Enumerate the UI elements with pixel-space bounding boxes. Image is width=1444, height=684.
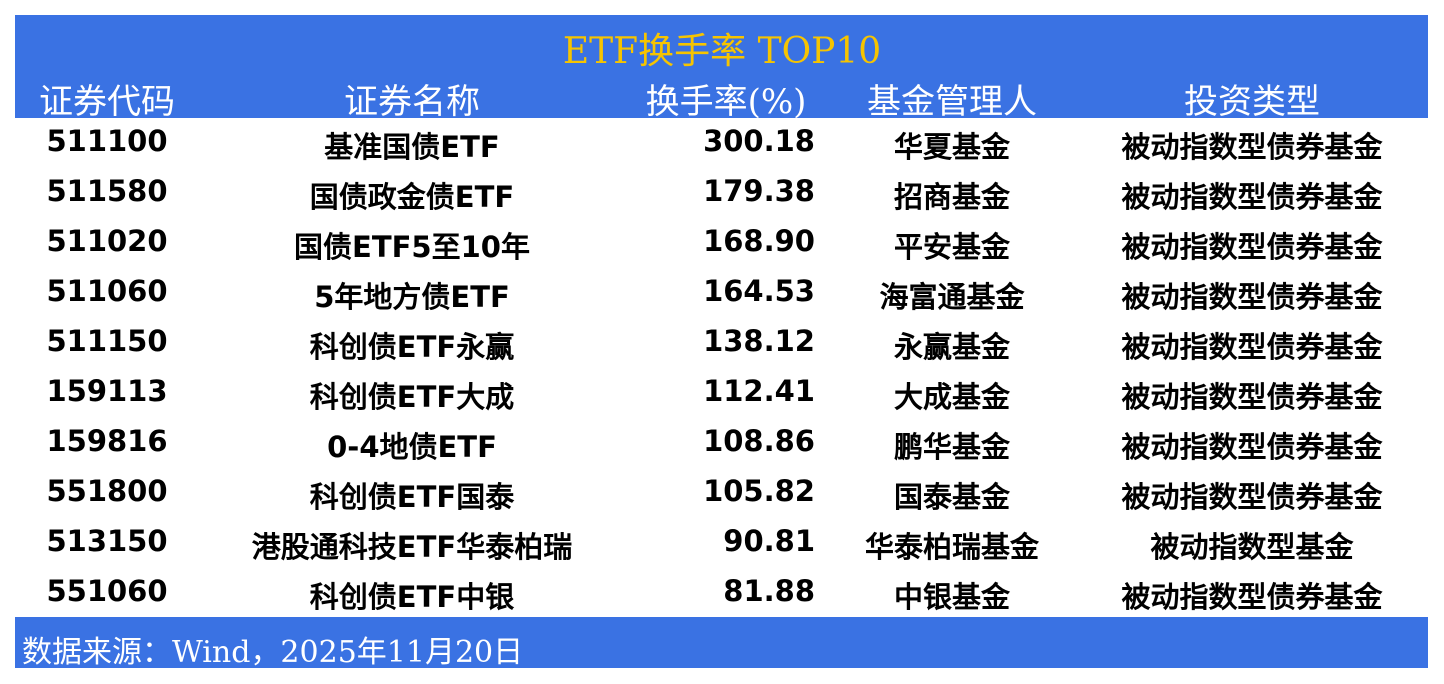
manager-cell: 招商基金 — [893, 180, 1011, 214]
table-row: 511580 国债政金债ETF 179.38 招商基金 被动指数型债券基金 — [15, 168, 1428, 218]
code-cell: 511060 — [46, 274, 168, 308]
type-cell: 被动指数型债券基金 — [1121, 130, 1383, 164]
manager-cell: 鹏华基金 — [893, 430, 1011, 464]
code-cell: 551800 — [46, 474, 168, 508]
code-cell: 513150 — [46, 524, 168, 558]
name-cell: 港股通科技ETF华泰柏瑞 — [251, 530, 573, 564]
turnover-cell: 168.90 — [703, 224, 815, 258]
code-cell: 511580 — [46, 174, 168, 208]
table-row: 511060 5年地方债ETF 164.53 海富通基金 被动指数型债券基金 — [15, 268, 1428, 318]
source-note: 数据来源：Wind，2025年11月20日 — [22, 635, 524, 670]
turnover-cell: 112.41 — [703, 374, 815, 408]
turnover-cell: 179.38 — [703, 174, 815, 208]
header-manager: 基金管理人 — [867, 82, 1037, 122]
turnover-cell: 105.82 — [703, 474, 815, 508]
type-cell: 被动指数型债券基金 — [1121, 430, 1383, 464]
manager-cell: 大成基金 — [893, 380, 1011, 414]
manager-cell: 华泰柏瑞基金 — [864, 530, 1040, 564]
table-row: 551060 科创债ETF中银 81.88 中银基金 被动指数型债券基金 — [15, 568, 1428, 618]
code-cell: 511020 — [46, 224, 168, 258]
type-cell: 被动指数型债券基金 — [1121, 280, 1383, 314]
turnover-cell: 108.86 — [703, 424, 815, 458]
table-row: 511150 科创债ETF永赢 138.12 永赢基金 被动指数型债券基金 — [15, 318, 1428, 368]
name-cell: 基准国债ETF — [324, 130, 500, 164]
name-cell: 科创债ETF大成 — [309, 380, 515, 414]
turnover-cell: 81.88 — [723, 574, 815, 608]
turnover-cell: 300.18 — [703, 124, 815, 158]
manager-cell: 中银基金 — [893, 580, 1011, 614]
header-turnover: 换手率(%) — [645, 82, 807, 122]
name-cell: 科创债ETF国泰 — [309, 480, 515, 514]
table-row: 159113 科创债ETF大成 112.41 大成基金 被动指数型债券基金 — [15, 368, 1428, 418]
name-cell: 0-4地债ETF — [327, 430, 497, 464]
name-cell: 科创债ETF中银 — [309, 580, 515, 614]
type-cell: 被动指数型债券基金 — [1121, 580, 1383, 614]
type-cell: 被动指数型债券基金 — [1121, 330, 1383, 364]
manager-cell: 平安基金 — [893, 230, 1011, 264]
table-row: 511020 国债ETF5至10年 168.90 平安基金 被动指数型债券基金 — [15, 218, 1428, 268]
turnover-cell: 138.12 — [703, 324, 815, 358]
code-cell: 511150 — [46, 324, 168, 358]
type-cell: 被动指数型债券基金 — [1121, 480, 1383, 514]
name-cell: 科创债ETF永赢 — [309, 330, 515, 364]
turnover-cell: 164.53 — [703, 274, 815, 308]
table-row: 159816 0-4地债ETF 108.86 鹏华基金 被动指数型债券基金 — [15, 418, 1428, 468]
header-band — [15, 15, 1428, 118]
header-type: 投资类型 — [1184, 82, 1320, 122]
header-code: 证券代码 — [39, 82, 175, 122]
header-name: 证券名称 — [344, 82, 480, 122]
type-cell: 被动指数型债券基金 — [1121, 180, 1383, 214]
code-cell: 159113 — [46, 374, 168, 408]
type-cell: 被动指数型债券基金 — [1121, 380, 1383, 414]
type-cell: 被动指数型基金 — [1150, 530, 1354, 564]
manager-cell: 海富通基金 — [879, 280, 1025, 314]
turnover-cell: 90.81 — [723, 524, 815, 558]
table-title: ETF换手率 TOP10 — [562, 31, 882, 72]
table-row: 513150 港股通科技ETF华泰柏瑞 90.81 华泰柏瑞基金 被动指数型基金 — [15, 518, 1428, 568]
code-cell: 511100 — [46, 124, 168, 158]
name-cell: 5年地方债ETF — [314, 280, 510, 314]
name-cell: 国债政金债ETF — [309, 180, 515, 214]
manager-cell: 国泰基金 — [893, 480, 1011, 514]
manager-cell: 华夏基金 — [893, 130, 1011, 164]
code-cell: 159816 — [46, 424, 168, 458]
type-cell: 被动指数型债券基金 — [1121, 230, 1383, 264]
manager-cell: 永赢基金 — [893, 330, 1011, 364]
table-row: 551800 科创债ETF国泰 105.82 国泰基金 被动指数型债券基金 — [15, 468, 1428, 518]
name-cell: 国债ETF5至10年 — [294, 230, 530, 264]
code-cell: 551060 — [46, 574, 168, 608]
table-row: 511100 基准国债ETF 300.18 华夏基金 被动指数型债券基金 — [15, 118, 1428, 168]
footer-band — [15, 617, 1428, 668]
